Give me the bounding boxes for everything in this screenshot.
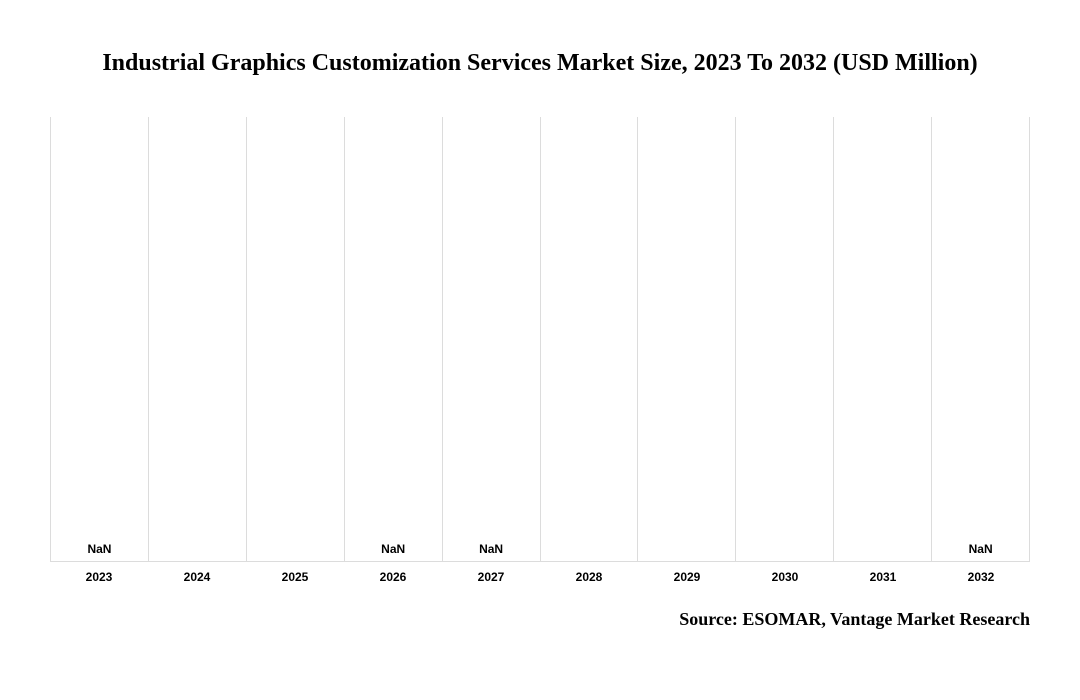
x-tick-2025: 2025 (246, 570, 344, 584)
x-tick-2032: 2032 (932, 570, 1030, 584)
x-tick-2027: 2027 (442, 570, 540, 584)
source-attribution: Source: ESOMAR, Vantage Market Research (50, 609, 1030, 630)
bar-value-2023: NaN (87, 542, 111, 556)
x-axis: 2023 2024 2025 2026 2027 2028 2029 2030 … (50, 570, 1030, 584)
bar-value-2032: NaN (969, 542, 993, 556)
x-tick-2031: 2031 (834, 570, 932, 584)
x-tick-2023: 2023 (50, 570, 148, 584)
bar-slot-2023: NaN (51, 117, 149, 561)
x-tick-2026: 2026 (344, 570, 442, 584)
bar-value-2026: NaN (381, 542, 405, 556)
bar-slot-2028 (541, 117, 639, 561)
bar-slot-2029 (638, 117, 736, 561)
chart-title: Industrial Graphics Customization Servic… (50, 50, 1030, 77)
x-tick-2030: 2030 (736, 570, 834, 584)
bar-slot-2026: NaN (345, 117, 443, 561)
bar-slot-2030 (736, 117, 834, 561)
bar-slot-2031 (834, 117, 932, 561)
bar-slot-2032: NaN (932, 117, 1030, 561)
bar-slot-2024 (149, 117, 247, 561)
x-tick-2029: 2029 (638, 570, 736, 584)
chart-container: Industrial Graphics Customization Servic… (0, 0, 1080, 700)
bar-value-2027: NaN (479, 542, 503, 556)
bar-slot-2027: NaN (443, 117, 541, 561)
bar-slot-2025 (247, 117, 345, 561)
x-tick-2024: 2024 (148, 570, 246, 584)
x-tick-2028: 2028 (540, 570, 638, 584)
chart-plot-area: NaN NaN NaN NaN (50, 117, 1030, 562)
